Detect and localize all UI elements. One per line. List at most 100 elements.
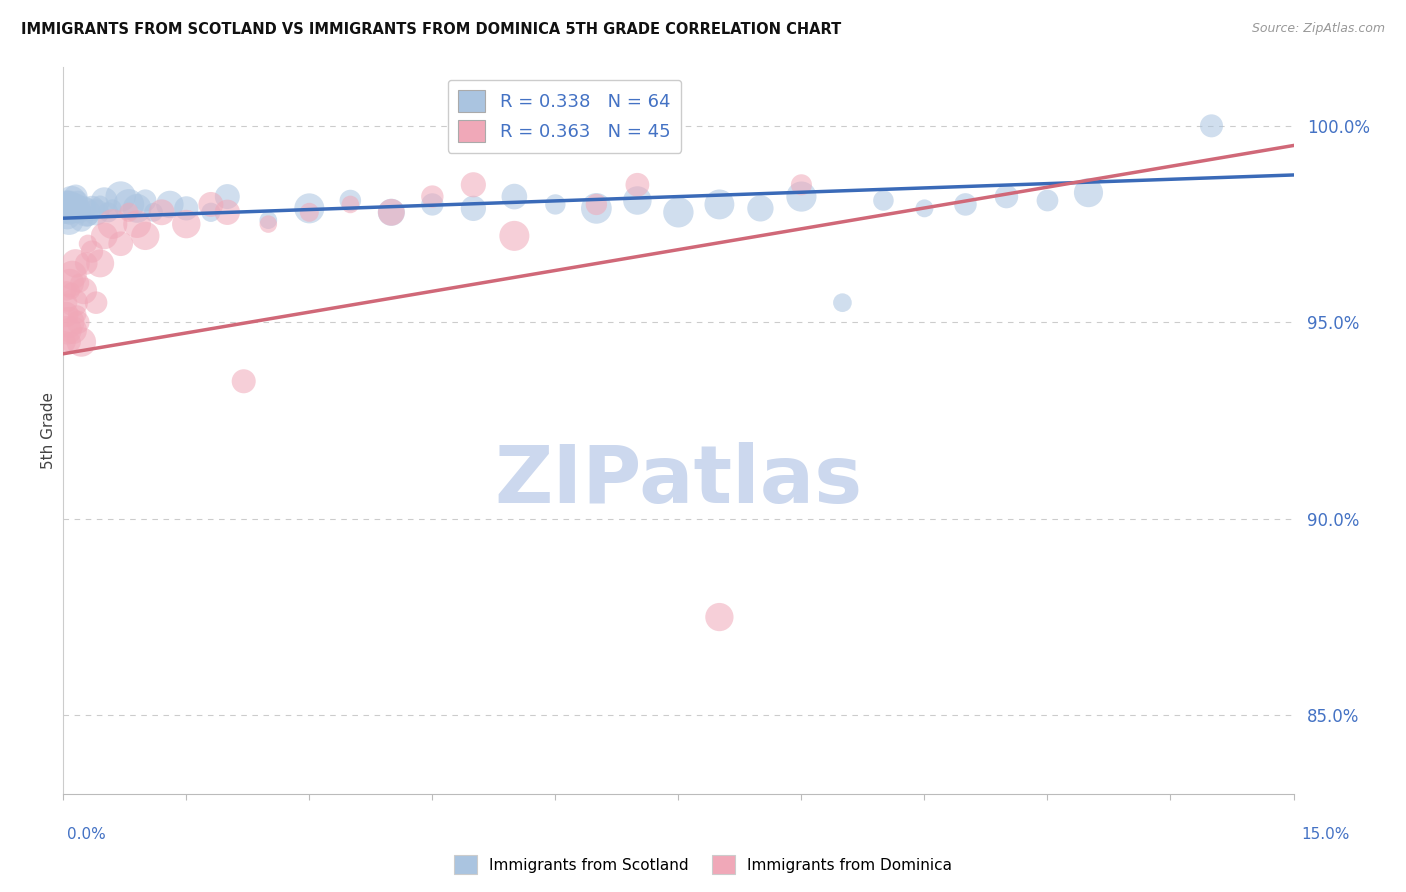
Text: 0.0%: 0.0% <box>67 827 107 841</box>
Point <box>76 209 98 223</box>
Point <box>503 228 526 243</box>
Point <box>89 197 111 211</box>
Point <box>80 202 103 216</box>
Point <box>134 194 156 208</box>
Point <box>217 189 239 203</box>
Point <box>790 189 813 203</box>
Point <box>914 202 936 216</box>
Point <box>955 197 977 211</box>
Point <box>56 295 79 310</box>
Point <box>62 323 84 337</box>
Point <box>69 205 91 219</box>
Point <box>174 217 197 231</box>
Point <box>298 202 321 216</box>
Point <box>749 202 772 216</box>
Point <box>60 205 83 219</box>
Y-axis label: 5th Grade: 5th Grade <box>41 392 56 469</box>
Point <box>339 197 361 211</box>
Point <box>159 197 181 211</box>
Point <box>463 178 485 192</box>
Point <box>110 189 132 203</box>
Point <box>110 236 132 251</box>
Point <box>422 189 444 203</box>
Point <box>626 194 648 208</box>
Point <box>84 295 107 310</box>
Point <box>62 205 84 219</box>
Point <box>93 194 115 208</box>
Point <box>65 189 87 203</box>
Point <box>59 334 82 349</box>
Point <box>544 197 567 211</box>
Text: ZIPatlas: ZIPatlas <box>495 442 862 520</box>
Point <box>75 205 97 219</box>
Point <box>174 202 197 216</box>
Point <box>60 268 83 282</box>
Point <box>709 197 731 211</box>
Point <box>127 217 148 231</box>
Point <box>585 197 607 211</box>
Point <box>89 256 111 270</box>
Point <box>56 209 79 223</box>
Point <box>118 197 141 211</box>
Point <box>80 244 103 259</box>
Legend: R = 0.338   N = 64, R = 0.363   N = 45: R = 0.338 N = 64, R = 0.363 N = 45 <box>447 79 682 153</box>
Point <box>585 202 607 216</box>
Point <box>67 194 90 208</box>
Point <box>58 202 80 216</box>
Point <box>995 189 1018 203</box>
Point <box>380 205 402 219</box>
Point <box>380 205 402 219</box>
Point <box>63 295 86 310</box>
Point <box>101 217 124 231</box>
Point <box>60 284 83 298</box>
Point <box>73 284 96 298</box>
Point <box>76 236 98 251</box>
Point <box>831 295 853 310</box>
Point <box>63 202 86 216</box>
Point <box>59 197 82 211</box>
Point <box>709 610 731 624</box>
Point <box>60 194 83 208</box>
Text: IMMIGRANTS FROM SCOTLAND VS IMMIGRANTS FROM DOMINICA 5TH GRADE CORRELATION CHART: IMMIGRANTS FROM SCOTLAND VS IMMIGRANTS F… <box>21 22 841 37</box>
Text: Source: ZipAtlas.com: Source: ZipAtlas.com <box>1251 22 1385 36</box>
Point <box>422 197 444 211</box>
Point <box>56 205 79 219</box>
Point <box>56 323 79 337</box>
Point <box>97 205 120 219</box>
Point <box>73 202 96 216</box>
Legend: Immigrants from Scotland, Immigrants from Dominica: Immigrants from Scotland, Immigrants fro… <box>449 849 957 880</box>
Point <box>55 202 77 216</box>
Point <box>142 205 165 219</box>
Point <box>58 213 80 227</box>
Point <box>70 334 93 349</box>
Point <box>150 205 173 219</box>
Point <box>257 213 280 227</box>
Point <box>59 209 82 223</box>
Point <box>200 205 222 219</box>
Point <box>339 194 361 208</box>
Point <box>75 256 97 270</box>
Point <box>1077 186 1099 200</box>
Text: 15.0%: 15.0% <box>1302 827 1350 841</box>
Point <box>56 202 79 216</box>
Point <box>56 194 79 208</box>
Point <box>59 202 82 216</box>
Point <box>257 217 280 231</box>
Point <box>84 205 107 219</box>
Point <box>55 197 77 211</box>
Point <box>65 197 87 211</box>
Point <box>872 194 894 208</box>
Point <box>118 205 141 219</box>
Point <box>626 178 648 192</box>
Point <box>55 308 77 322</box>
Point <box>127 202 148 216</box>
Point <box>65 256 87 270</box>
Point <box>666 205 689 219</box>
Point <box>93 228 115 243</box>
Point <box>59 276 82 290</box>
Point <box>101 202 124 216</box>
Point <box>503 189 526 203</box>
Point <box>60 202 83 216</box>
Point <box>63 197 86 211</box>
Point <box>53 205 76 219</box>
